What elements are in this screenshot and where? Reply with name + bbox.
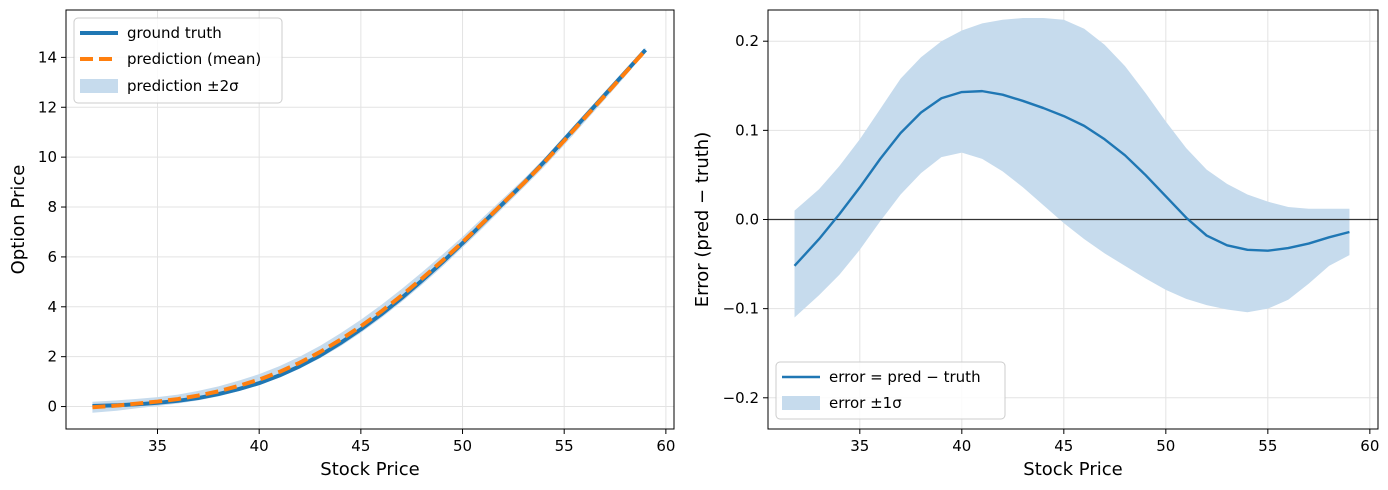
y-tick-label: 4 [47,298,57,316]
x-tick-label: 40 [952,437,971,455]
x-tick-label: 45 [351,437,370,455]
axes-frame [65,9,675,430]
x-tick-label: 35 [850,437,869,455]
series-line-prediction-mean [92,48,648,410]
right-chart-error: 35 40 45 50 55 60 −0.2 −0.1 0.0 0.1 0.2 Stock Price… [692,9,1379,480]
x-tick-label: 55 [1258,437,1277,455]
y-tick-label: 14 [38,48,57,66]
x-tick-label: 40 [250,437,269,455]
y-tick-label: 6 [47,248,57,266]
y-tick-label: −0.2 [723,389,759,407]
legend-label: ground truth [127,24,222,42]
legend-box [775,361,1006,420]
x-tick-label: 60 [1360,437,1379,455]
uncertainty-band [794,18,1350,318]
y-tick-label: 10 [38,148,57,166]
legend-label: error ±1σ [829,394,902,412]
y-tick-label: 0.2 [735,32,759,50]
legend-box [73,17,283,104]
legend-label: error = pred − truth [829,368,981,386]
legend-label: prediction ±2σ [127,77,239,95]
y-tick-label: 2 [47,348,57,366]
y-tick-label: −0.1 [723,300,759,318]
legend: ground truth prediction (mean) prediction … [73,17,283,104]
y-tick-label: 8 [47,198,57,216]
legend-swatch-error-band [782,396,820,410]
x-axis-label: Stock Price [320,459,419,480]
x-axis-label: Stock Price [1023,459,1122,480]
series-line-ground-truth [92,48,648,409]
y-tick-label: 0 [47,398,57,416]
left-chart-option-price: 35 40 45 50 55 60 0 2 4 6 8 10 12 14 Stock Price Option… [8,9,675,480]
x-tick-label: 45 [1054,437,1073,455]
x-tick-label: 50 [453,437,472,455]
y-axis-label: Option Price [8,165,29,275]
y-tick-label: 12 [38,98,57,116]
legend-label: prediction (mean) [127,50,261,68]
x-tick-label: 35 [148,437,167,455]
x-tick-label: 60 [656,437,675,455]
y-tick-label: 0.1 [735,121,759,139]
y-tick-label: 0.0 [735,211,759,229]
legend-swatch-prediction-band [80,79,118,93]
x-tick-label: 50 [1156,437,1175,455]
y-axis-label: Error (pred − truth) [692,132,713,307]
x-tick-label: 55 [555,437,574,455]
series-line-error [793,89,1350,267]
legend: error = pred − truth error ±1σ [775,361,1006,420]
